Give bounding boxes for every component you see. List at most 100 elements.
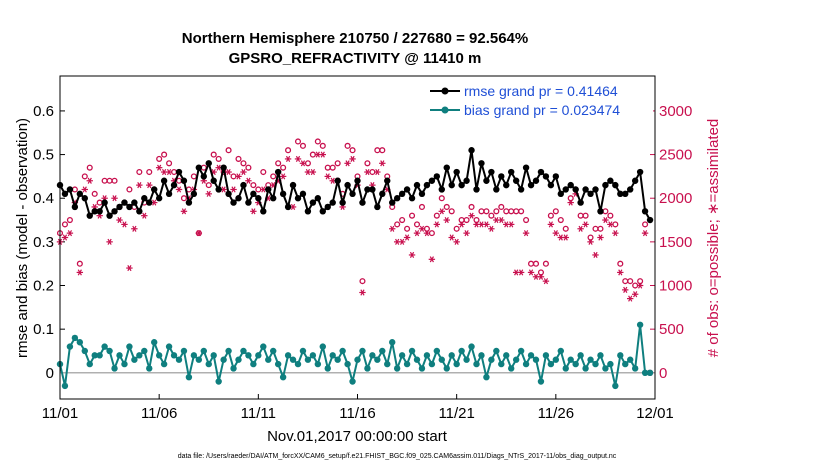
rmse-marker <box>641 208 649 215</box>
bias-marker <box>304 356 312 363</box>
rmse-marker <box>126 203 133 211</box>
bias-marker <box>136 352 143 359</box>
rmse-marker <box>582 186 589 193</box>
x-tick-label: 11/26 <box>538 405 574 422</box>
rmse-marker <box>304 208 312 215</box>
rmse-marker <box>537 168 545 176</box>
bias-marker <box>225 347 232 355</box>
possible-obs-marker <box>111 177 118 184</box>
bias-marker <box>215 378 222 385</box>
rmse-marker <box>602 181 609 189</box>
legend-rmse-label: rmse grand pr = 0.41464 <box>464 83 618 99</box>
assimilated-obs-marker <box>225 168 232 176</box>
assimilated-obs-marker <box>403 234 411 241</box>
rmse-marker <box>235 195 242 202</box>
bias-marker <box>448 352 455 359</box>
possible-obs-marker <box>418 203 426 210</box>
rmse-marker <box>552 173 560 180</box>
bias-marker <box>165 343 173 350</box>
plot-frame <box>59 75 656 400</box>
rmse-marker <box>364 186 371 193</box>
assimilated-obs-marker <box>180 208 188 215</box>
rmse-marker <box>572 186 579 193</box>
assimilated-obs-marker <box>374 168 381 176</box>
possible-obs-marker <box>408 212 416 219</box>
right-axis-ticks: 0 500 1000 1500 2000 2500 3000 <box>650 103 692 382</box>
rmse-marker <box>597 208 604 215</box>
rmse-marker <box>433 173 441 180</box>
bias-marker <box>413 356 421 363</box>
assimilated-obs-marker <box>309 168 317 176</box>
rmse-marker <box>155 195 163 202</box>
bias-marker <box>503 352 510 359</box>
bias-marker <box>631 365 639 372</box>
assimilated-obs-marker <box>398 238 406 245</box>
rmse-marker <box>622 190 629 198</box>
possible-obs-marker <box>478 208 485 215</box>
assimilated-obs-marker <box>627 295 634 302</box>
rmse-marker <box>116 203 123 211</box>
bias-marker <box>617 352 624 359</box>
possible-obs-marker <box>617 260 624 267</box>
bias-marker <box>314 360 322 368</box>
bias-marker <box>473 360 480 368</box>
assimilated-obs-marker <box>597 234 604 241</box>
rmse-marker <box>146 199 153 206</box>
rmse-marker <box>329 199 336 206</box>
y-left-tick-label: 0 <box>46 365 54 382</box>
bias-marker <box>319 343 326 350</box>
possible-obs-marker <box>314 138 321 145</box>
bias-marker <box>453 360 460 368</box>
rmse-marker <box>354 177 361 184</box>
possible-obs-marker <box>413 221 421 228</box>
possible-obs-marker <box>230 173 237 180</box>
assimilated-obs-marker <box>448 234 455 241</box>
rmse-marker <box>413 181 421 189</box>
possible-obs-marker <box>627 278 634 285</box>
data-file-footnote: data file: /Users/raeder/DAI/ATM_forcXX/… <box>178 453 617 460</box>
rmse-marker <box>443 164 450 171</box>
rmse-marker <box>111 208 118 215</box>
rmse-marker <box>646 216 654 224</box>
possible-obs-marker <box>126 186 133 193</box>
assimilated-obs-marker <box>592 251 599 259</box>
rmse-marker <box>344 181 351 189</box>
rmse-marker <box>121 199 128 206</box>
possible-obs-marker <box>637 278 644 285</box>
bias-marker <box>438 356 445 363</box>
rmse-marker <box>483 177 490 184</box>
assimilated-obs-marker <box>463 230 470 237</box>
rmse-marker <box>274 168 282 176</box>
assimilated-obs-marker <box>636 282 644 289</box>
bias-marker <box>552 356 560 363</box>
possible-obs-marker <box>443 203 450 210</box>
assimilated-obs-marker <box>423 230 431 237</box>
possible-obs-marker <box>319 142 326 149</box>
bias-marker <box>369 352 376 359</box>
assimilated-obs-marker <box>498 216 505 224</box>
assimilated-obs-marker <box>165 168 173 176</box>
x-tick-label: 12/01 <box>636 405 674 422</box>
assimilated-obs-marker <box>443 216 450 224</box>
y-axis-label-left: rmse and bias (model - observation) <box>14 118 31 358</box>
possible-obs-marker <box>299 142 307 149</box>
bias-marker <box>517 347 525 355</box>
possible-obs-marker <box>537 269 545 276</box>
possible-obs-marker <box>642 221 649 228</box>
possible-obs-marker <box>215 155 222 162</box>
rmse-marker <box>393 195 401 202</box>
bias-marker <box>101 343 108 350</box>
possible-obs-marker <box>587 234 594 241</box>
bias-marker <box>116 352 123 359</box>
bias-marker <box>359 347 366 355</box>
bias-marker <box>309 352 317 359</box>
rmse-marker <box>463 177 470 184</box>
possible-obs-marker <box>359 278 366 285</box>
possible-obs-marker <box>622 278 629 285</box>
bias-marker <box>245 352 252 359</box>
rmse-marker <box>587 190 594 198</box>
bias-marker <box>146 365 153 372</box>
rmse-marker <box>215 186 222 193</box>
rmse-marker <box>61 190 69 198</box>
